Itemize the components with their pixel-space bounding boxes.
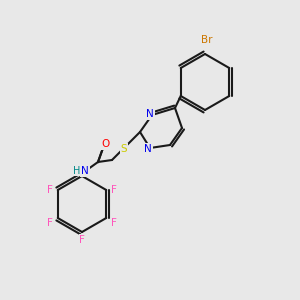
Text: S: S bbox=[121, 144, 127, 154]
Text: F: F bbox=[111, 185, 117, 195]
Text: F: F bbox=[111, 218, 117, 228]
Text: F: F bbox=[79, 235, 85, 245]
Text: F: F bbox=[47, 185, 53, 195]
Text: N: N bbox=[144, 144, 152, 154]
Text: O: O bbox=[101, 139, 109, 149]
Text: N: N bbox=[146, 109, 154, 119]
Text: Br: Br bbox=[201, 35, 213, 45]
Text: N: N bbox=[81, 166, 89, 176]
Text: F: F bbox=[47, 218, 53, 228]
Text: H: H bbox=[73, 166, 81, 176]
